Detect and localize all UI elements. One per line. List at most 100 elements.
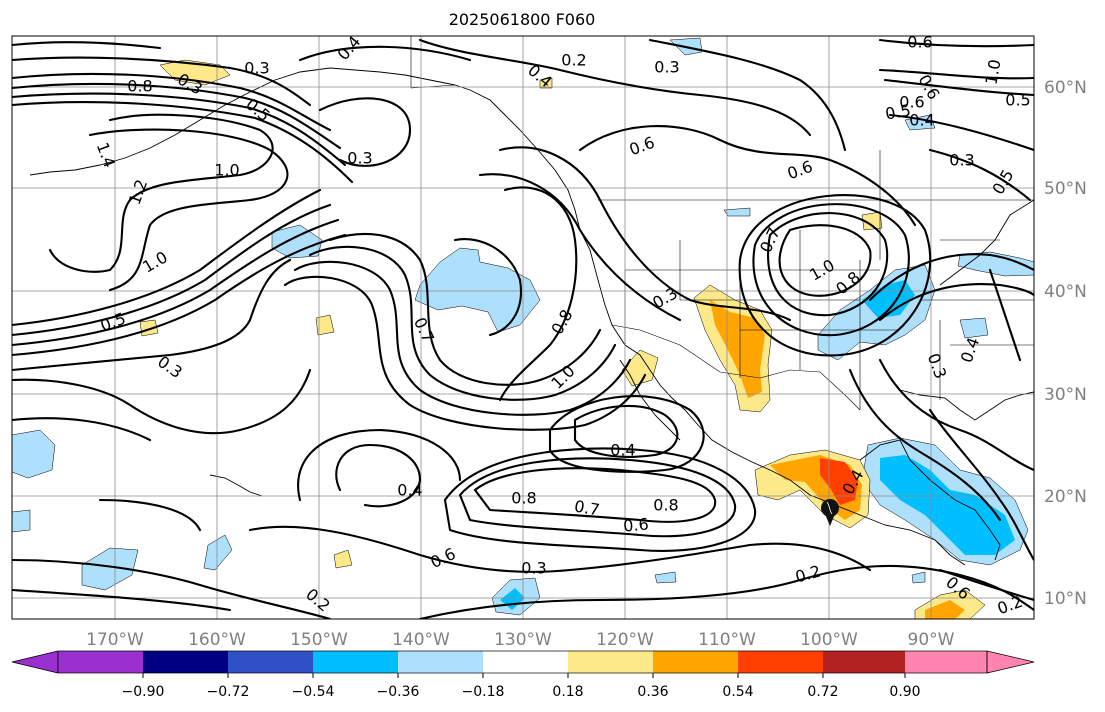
contour-label: 0.7 — [573, 496, 601, 519]
coastlines — [29, 36, 1034, 566]
contour-label: 0.5 — [1005, 91, 1030, 110]
contour-line — [878, 358, 1034, 472]
colorbar-segment — [738, 651, 823, 673]
contour-label: 0.4 — [909, 111, 934, 130]
shaded-anomalies — [12, 37, 1034, 619]
contour-line — [12, 72, 332, 132]
colorbar-segment — [568, 651, 653, 673]
contour-line — [12, 203, 332, 337]
anomaly-area — [81, 547, 139, 591]
contour-label: 0.4 — [397, 481, 422, 500]
colorbar-segment — [905, 651, 987, 673]
lat-tick-label: 20°N — [1044, 487, 1087, 507]
contour-line — [12, 558, 332, 619]
contour-line — [12, 101, 354, 184]
contour-label: 1.0 — [981, 58, 1004, 86]
contour-line — [478, 173, 682, 322]
anomaly-area — [710, 300, 765, 398]
contour-line — [767, 212, 889, 317]
contour-line — [868, 253, 1034, 302]
contour-line — [48, 113, 274, 273]
contour-label: 0.6 — [622, 514, 649, 535]
contour-label: 0.6 — [907, 33, 932, 52]
contour-line — [578, 125, 917, 227]
lon-tick-label: 170°W — [86, 630, 144, 650]
contour-line — [498, 186, 578, 402]
contour-line — [12, 233, 347, 357]
contour-line — [938, 568, 1034, 602]
colorbar-segment — [653, 651, 738, 673]
colorbar-extend-high — [986, 650, 1035, 674]
map-area: 0.3 0.8 0.4 0.2 0.3 0.4 0.6 0.6 0.5 1.4 … — [12, 33, 1034, 619]
contour-label: 1.0 — [214, 161, 239, 180]
gridlines — [12, 36, 1034, 619]
lon-tick-label: 110°W — [698, 630, 756, 650]
contour-line — [928, 148, 1032, 202]
anomaly-area — [333, 549, 353, 569]
contour-line — [298, 45, 472, 62]
lat-tick-label: 40°N — [1044, 282, 1087, 302]
colorbar-tick-label: −0.54 — [292, 684, 335, 700]
contour-line — [12, 41, 162, 50]
contour-line — [297, 428, 462, 502]
contour-line — [98, 498, 202, 532]
lon-tick-label: 100°W — [800, 630, 858, 650]
anomaly-area — [539, 77, 553, 89]
colorbar-tick-label: −0.18 — [462, 684, 505, 700]
contour-line — [988, 268, 1022, 362]
colorbar-tick-label: 0.18 — [552, 684, 583, 700]
lon-tick-label: 120°W — [596, 630, 654, 650]
contour-line — [12, 92, 347, 167]
contour-line — [848, 368, 1002, 522]
contour-line — [293, 260, 632, 416]
storm-marker-icon — [821, 499, 839, 526]
contour-line — [418, 38, 812, 137]
lat-tick-labels: 10°N 20°N 30°N 40°N 50°N 60°N — [1044, 78, 1087, 609]
contour-line — [473, 467, 717, 523]
contour-line — [12, 218, 340, 347]
contour-line — [443, 447, 757, 552]
contour-label: 0.3 — [347, 149, 372, 168]
contour-label: 0.3 — [244, 59, 269, 78]
anomaly-area — [315, 314, 335, 336]
lon-tick-label: 160°W — [188, 630, 246, 650]
contour-line — [458, 457, 737, 538]
colorbar-segment — [58, 651, 143, 673]
lon-tick-labels: 170°W 160°W 150°W 140°W 130°W 120°W 110°… — [86, 630, 955, 650]
contour-label: 0.8 — [511, 489, 536, 508]
contour-label: 0.5 — [884, 100, 912, 123]
anomaly-area — [654, 571, 677, 584]
anomaly-area — [12, 509, 31, 533]
anomaly-area — [959, 317, 989, 339]
contour-line — [248, 525, 872, 573]
anomaly-area — [925, 600, 965, 619]
contour-line — [12, 417, 152, 442]
contour-line — [928, 408, 1034, 562]
contour-line — [883, 78, 1034, 97]
contour-line — [12, 258, 292, 372]
contour-label: 0.4 — [610, 441, 635, 460]
contour-label: 0.6 — [899, 93, 924, 112]
anomaly-area — [414, 247, 541, 333]
contour-line — [878, 68, 1034, 80]
colorbar-ticks — [142, 673, 906, 678]
lon-tick-label: 140°W — [392, 630, 450, 650]
colorbar-tick-label: 0.36 — [637, 684, 668, 700]
contour-line — [328, 232, 602, 386]
anomaly-area — [820, 458, 858, 505]
contour-label: 0.2 — [561, 51, 586, 70]
colorbar-extend-low — [11, 650, 59, 674]
contour-line — [12, 56, 312, 107]
lat-tick-label: 60°N — [1044, 78, 1087, 98]
colorbar-segment — [483, 651, 568, 673]
contour-label: 0.3 — [949, 151, 974, 170]
contour-line — [878, 38, 1034, 48]
contour-line — [335, 443, 422, 508]
contour-line — [308, 245, 617, 401]
colorbar-segment — [143, 651, 228, 673]
lon-tick-label: 130°W — [494, 630, 552, 650]
contour-label: 0.3 — [654, 58, 679, 77]
anomaly-area — [271, 224, 323, 259]
contour-line — [88, 128, 289, 292]
